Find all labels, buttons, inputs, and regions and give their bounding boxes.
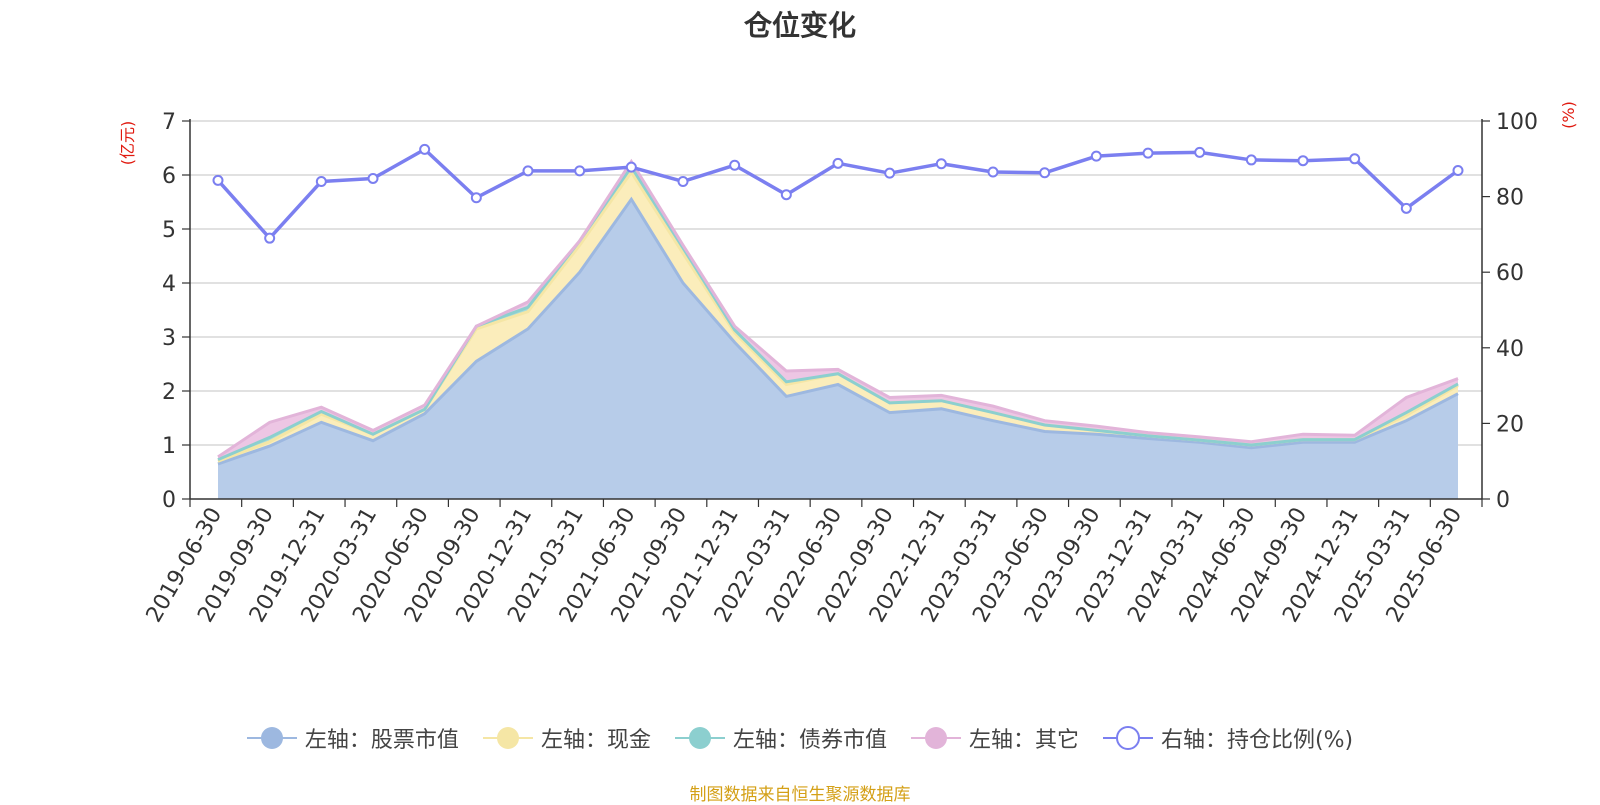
ratio-line: [212, 143, 1464, 244]
legend-label: 右轴：持仓比例(%): [1160, 728, 1354, 753]
ratio-point: [264, 232, 276, 244]
ratio-point: [574, 165, 586, 177]
ratio-point: [470, 192, 482, 204]
ratio-point: [419, 143, 431, 155]
right-tick-label: 60: [1496, 261, 1524, 286]
area-edge-2: [217, 164, 1459, 461]
ratio-point: [522, 165, 534, 177]
legend-item[interactable]: 左轴：其它: [910, 722, 1079, 754]
legend-symbol: [482, 727, 533, 749]
legend-symbol: [674, 727, 725, 749]
right-tick-label: 100: [1496, 110, 1538, 135]
stacked-areas: [217, 158, 1459, 500]
right-axis-unit: (%): [1559, 101, 1578, 129]
ratio-point: [1039, 167, 1051, 179]
ratio-point: [780, 189, 792, 201]
legend-item[interactable]: 左轴：债券市值: [674, 722, 887, 754]
ratio-point: [1245, 154, 1257, 166]
ratio-point: [1349, 153, 1361, 165]
right-tick-label: 20: [1496, 412, 1524, 437]
ratio-point: [884, 167, 896, 179]
area-edge-3: [217, 158, 1459, 459]
ratio-point: [315, 175, 327, 187]
left-tick-label: 1: [162, 434, 176, 459]
legend-symbol: [910, 727, 961, 749]
ratio-point: [625, 161, 637, 173]
ratio-point: [1452, 165, 1464, 177]
area-0: [218, 199, 1458, 500]
legend-item[interactable]: 左轴：现金: [482, 722, 651, 754]
ratio-point: [1142, 147, 1154, 159]
left-tick-label: 2: [162, 380, 176, 405]
left-tick-label: 5: [162, 218, 176, 243]
axes: 012345670204060801002019-06-302019-09-30…: [142, 110, 1538, 627]
left-tick-label: 4: [162, 272, 176, 297]
ratio-point: [1400, 202, 1412, 214]
ratio-point: [935, 158, 947, 170]
source-note: 制图数据来自恒生聚源数据库: [689, 785, 911, 805]
ratio-point: [1090, 150, 1102, 162]
legend-label: 左轴：债券市值: [732, 728, 887, 753]
left-axis-unit: (亿元): [118, 121, 137, 166]
legend-item[interactable]: 右轴：持仓比例(%): [1102, 722, 1354, 754]
ratio-point: [367, 172, 379, 184]
ratio-point: [1194, 146, 1206, 158]
legend-label: 左轴：现金: [540, 728, 651, 753]
legend-label: 左轴：股票市值: [304, 728, 459, 753]
legend: 左轴：股票市值 左轴：现金 左轴：债券市值 左轴：其它 右轴：持仓比例(%): [0, 722, 1600, 754]
right-tick-label: 80: [1496, 186, 1524, 211]
left-tick-label: 3: [162, 326, 176, 351]
right-tick-label: 40: [1496, 337, 1524, 362]
ratio-point: [212, 174, 224, 186]
ratio-point: [987, 166, 999, 178]
chart-title: 仓位变化: [743, 9, 856, 42]
area-edge-0: [217, 196, 1459, 466]
legend-symbol: [246, 727, 297, 749]
right-tick-label: 0: [1496, 488, 1510, 513]
ratio-point: [832, 157, 844, 169]
legend-symbol: [1102, 726, 1153, 750]
ratio-point: [677, 175, 689, 187]
left-tick-label: 0: [162, 488, 176, 513]
legend-item[interactable]: 左轴：股票市值: [246, 722, 459, 754]
left-tick-label: 6: [162, 164, 176, 189]
ratio-point: [729, 159, 741, 171]
legend-label: 左轴：其它: [968, 728, 1079, 753]
ratio-point: [1297, 155, 1309, 167]
left-tick-label: 7: [162, 110, 176, 135]
